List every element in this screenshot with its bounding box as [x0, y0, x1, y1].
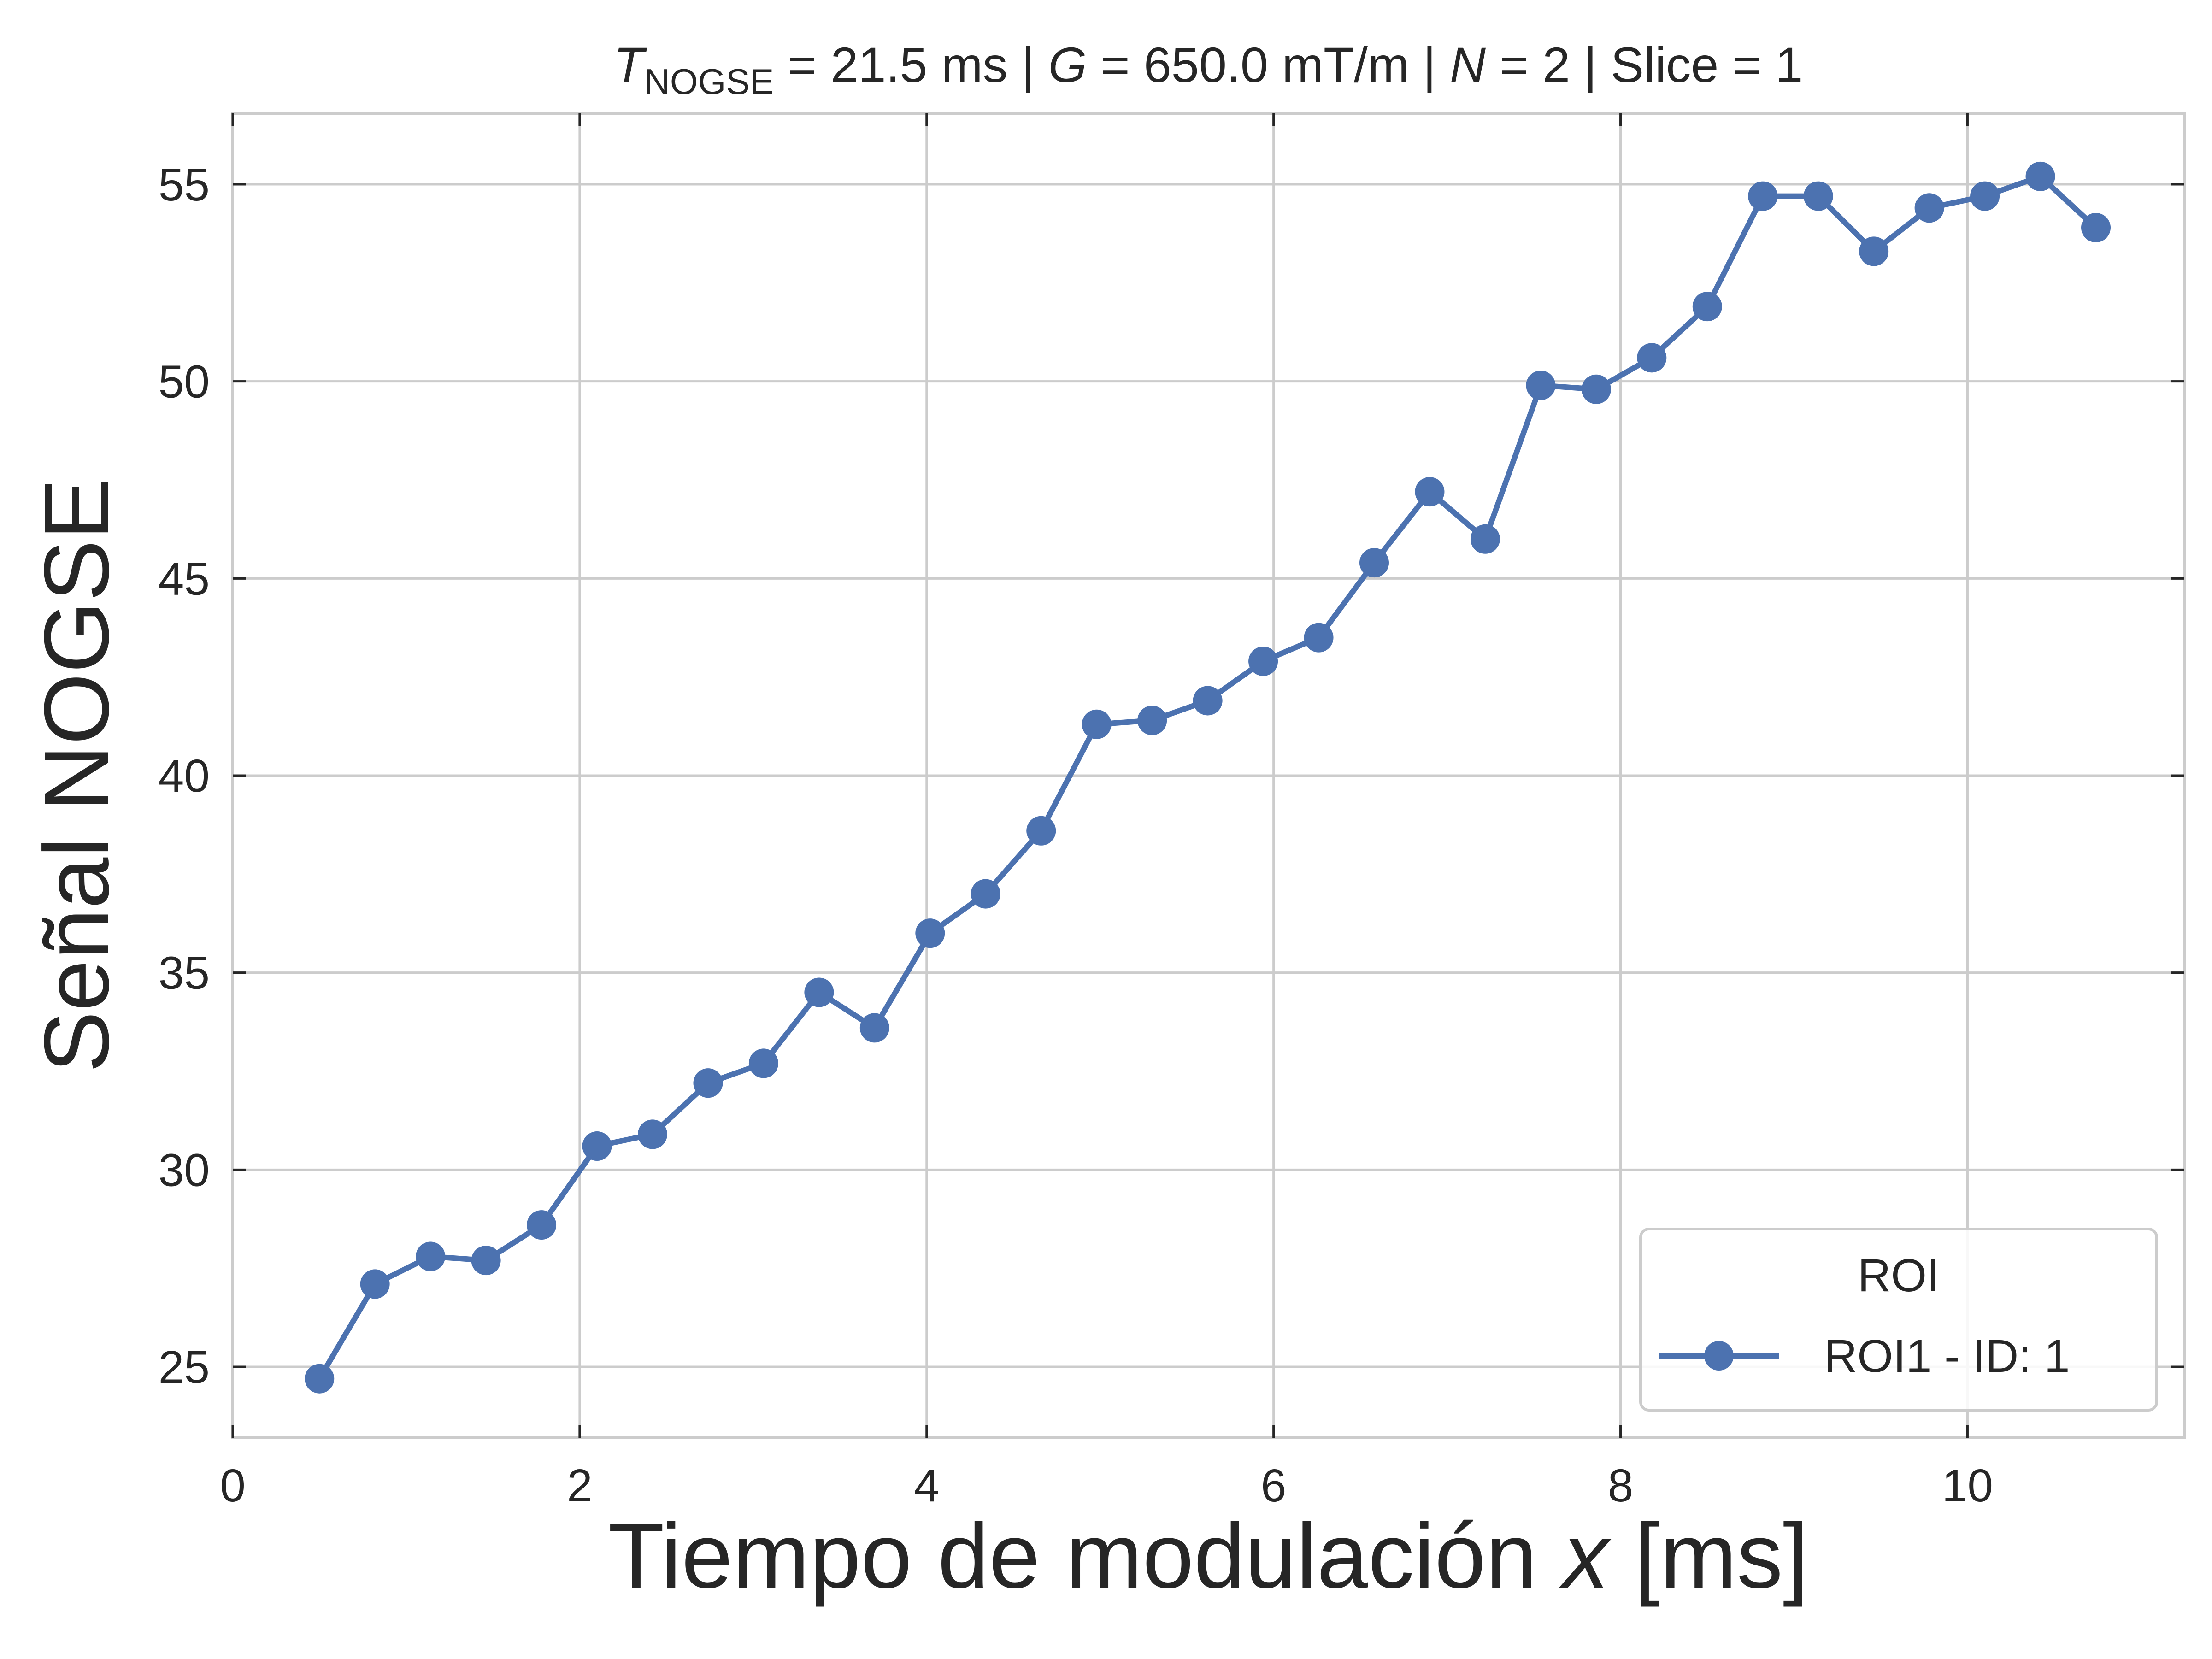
- data-point: [1026, 816, 1056, 846]
- data-point: [748, 1048, 778, 1078]
- series-roi1: [305, 161, 2111, 1394]
- data-point: [1470, 524, 1500, 554]
- y-tick-label: 30: [159, 1144, 210, 1196]
- data-point: [1359, 548, 1389, 578]
- data-point: [971, 879, 1000, 909]
- data-point: [527, 1210, 557, 1240]
- chart-title: TNOGSE = 21.5 ms | G = 650.0 mT/m | N = …: [614, 37, 1803, 102]
- data-point: [1970, 181, 2000, 211]
- data-point: [1637, 343, 1667, 373]
- data-point: [637, 1119, 667, 1149]
- y-tick-label: 55: [159, 159, 210, 211]
- x-tick-label: 2: [567, 1460, 593, 1512]
- axis-ticks: [231, 113, 2184, 1438]
- data-point: [1581, 374, 1611, 404]
- data-point: [1803, 181, 1833, 211]
- data-point: [2025, 161, 2055, 191]
- grid: [231, 113, 2184, 1438]
- data-point: [1692, 292, 1722, 322]
- data-point: [1748, 181, 1778, 211]
- data-point: [305, 1364, 335, 1394]
- legend-box: [1639, 1228, 2158, 1412]
- data-point: [582, 1131, 612, 1161]
- data-point: [1526, 371, 1556, 400]
- x-axis-label: Tiempo de modulación x [ms]: [608, 1505, 1809, 1607]
- x-tick-label: 8: [1608, 1460, 1634, 1512]
- data-point: [859, 1013, 889, 1043]
- data-point: [360, 1269, 390, 1299]
- data-point: [416, 1241, 446, 1271]
- data-point: [915, 918, 945, 948]
- data-point: [1082, 709, 1112, 739]
- data-point: [804, 977, 834, 1007]
- x-tick-labels: 0 2 4 6 8 10: [220, 1460, 1993, 1512]
- data-point: [1193, 686, 1223, 716]
- data-point: [1859, 236, 1889, 266]
- legend-title: ROI: [1858, 1250, 1940, 1301]
- data-point: [2081, 213, 2111, 243]
- y-tick-label: 25: [159, 1341, 210, 1393]
- y-axis-label: Señal NOGSE: [25, 478, 128, 1072]
- x-tick-label: 6: [1261, 1460, 1287, 1512]
- y-tick-label: 50: [159, 356, 210, 408]
- y-tick-label: 40: [159, 750, 210, 802]
- y-tick-labels: 25 30 35 40 45 50 55: [159, 159, 210, 1393]
- data-point: [1304, 623, 1334, 653]
- data-point: [1248, 646, 1278, 676]
- x-tick-label: 0: [220, 1460, 246, 1512]
- data-point: [471, 1246, 501, 1276]
- legend: ROI ROI1 - ID: 1: [1639, 1228, 2158, 1412]
- x-tick-label: 4: [914, 1460, 940, 1512]
- data-point: [1137, 706, 1167, 735]
- y-tick-label: 45: [159, 553, 210, 605]
- data-point: [693, 1068, 723, 1098]
- data-point: [1914, 193, 1944, 223]
- y-tick-label: 35: [159, 947, 210, 999]
- legend-marker-swatch: [1704, 1341, 1734, 1371]
- legend-entry-label: ROI1 - ID: 1: [1824, 1330, 2070, 1382]
- x-tick-label: 10: [1942, 1460, 1993, 1512]
- data-point: [1415, 477, 1445, 507]
